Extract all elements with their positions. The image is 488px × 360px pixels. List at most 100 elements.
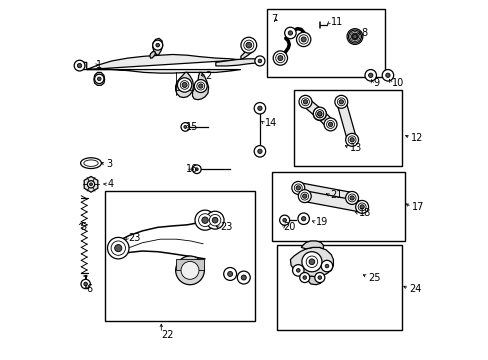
- Text: 20: 20: [283, 222, 295, 232]
- Circle shape: [107, 237, 129, 259]
- Text: 10: 10: [391, 78, 403, 88]
- Text: 3: 3: [106, 159, 112, 169]
- Circle shape: [317, 276, 321, 279]
- Circle shape: [254, 103, 265, 114]
- Circle shape: [198, 84, 203, 88]
- Text: 13: 13: [349, 143, 362, 153]
- Circle shape: [317, 112, 321, 116]
- Circle shape: [345, 134, 358, 146]
- Circle shape: [313, 107, 325, 120]
- Text: 9: 9: [372, 78, 378, 88]
- Polygon shape: [192, 72, 208, 100]
- Circle shape: [301, 98, 309, 106]
- Circle shape: [345, 192, 358, 204]
- Circle shape: [291, 181, 304, 194]
- Circle shape: [257, 149, 262, 153]
- Polygon shape: [152, 39, 163, 55]
- Circle shape: [152, 40, 163, 50]
- Circle shape: [299, 273, 309, 283]
- Text: 23: 23: [220, 222, 232, 232]
- Circle shape: [301, 217, 305, 221]
- Circle shape: [382, 69, 393, 81]
- Text: 5: 5: [81, 222, 87, 231]
- Circle shape: [364, 69, 376, 81]
- Circle shape: [212, 217, 218, 223]
- Text: 16: 16: [186, 164, 198, 174]
- Circle shape: [206, 211, 224, 229]
- Circle shape: [275, 53, 285, 63]
- Circle shape: [237, 271, 250, 284]
- Polygon shape: [336, 100, 356, 141]
- Circle shape: [359, 205, 364, 209]
- Circle shape: [258, 59, 261, 63]
- Circle shape: [385, 73, 389, 77]
- Text: 14: 14: [264, 118, 277, 128]
- Circle shape: [297, 213, 309, 225]
- Polygon shape: [301, 241, 323, 249]
- Circle shape: [245, 42, 251, 48]
- Circle shape: [83, 282, 87, 286]
- Circle shape: [349, 196, 353, 200]
- Circle shape: [198, 214, 211, 226]
- Circle shape: [317, 112, 321, 116]
- Circle shape: [183, 126, 186, 129]
- Circle shape: [74, 60, 85, 71]
- Circle shape: [349, 138, 353, 142]
- Circle shape: [315, 110, 323, 118]
- Circle shape: [202, 217, 208, 224]
- Text: 24: 24: [408, 284, 421, 294]
- Circle shape: [241, 275, 246, 280]
- Bar: [350, 32, 359, 41]
- Circle shape: [287, 31, 292, 35]
- Polygon shape: [316, 111, 333, 128]
- Polygon shape: [94, 72, 104, 85]
- Ellipse shape: [83, 160, 98, 166]
- Circle shape: [296, 269, 300, 272]
- Circle shape: [328, 122, 332, 127]
- Circle shape: [305, 256, 317, 267]
- Text: 1: 1: [96, 60, 102, 70]
- Text: 4: 4: [107, 179, 113, 189]
- Circle shape: [351, 34, 357, 40]
- Bar: [266, 9, 384, 77]
- Text: 6: 6: [86, 284, 93, 294]
- Circle shape: [156, 43, 159, 47]
- Polygon shape: [149, 51, 155, 58]
- Circle shape: [301, 37, 305, 42]
- Circle shape: [300, 192, 308, 200]
- Text: 19: 19: [316, 217, 328, 227]
- Circle shape: [349, 32, 359, 41]
- Text: 17: 17: [411, 202, 424, 212]
- Polygon shape: [297, 183, 352, 203]
- Circle shape: [294, 184, 302, 192]
- Text: 21: 21: [329, 190, 342, 200]
- Circle shape: [182, 82, 187, 87]
- Circle shape: [334, 95, 347, 108]
- Circle shape: [347, 136, 355, 144]
- Circle shape: [97, 77, 101, 81]
- Circle shape: [308, 259, 314, 265]
- Text: 22: 22: [161, 330, 173, 340]
- Text: 18: 18: [358, 208, 370, 218]
- Circle shape: [326, 121, 334, 129]
- Circle shape: [254, 145, 265, 157]
- Circle shape: [115, 244, 122, 252]
- Circle shape: [223, 267, 236, 280]
- Circle shape: [313, 108, 325, 121]
- Circle shape: [177, 78, 191, 92]
- Circle shape: [181, 261, 199, 279]
- Text: 11: 11: [330, 17, 342, 27]
- Circle shape: [346, 29, 362, 44]
- Circle shape: [241, 37, 256, 53]
- Circle shape: [257, 106, 262, 111]
- Circle shape: [351, 33, 358, 40]
- Circle shape: [254, 56, 264, 66]
- Bar: [104, 192, 254, 320]
- Circle shape: [81, 279, 90, 289]
- Circle shape: [175, 256, 204, 285]
- Circle shape: [244, 40, 253, 50]
- Circle shape: [347, 194, 355, 202]
- Circle shape: [195, 168, 198, 171]
- Circle shape: [282, 219, 286, 222]
- Text: 25: 25: [367, 273, 380, 283]
